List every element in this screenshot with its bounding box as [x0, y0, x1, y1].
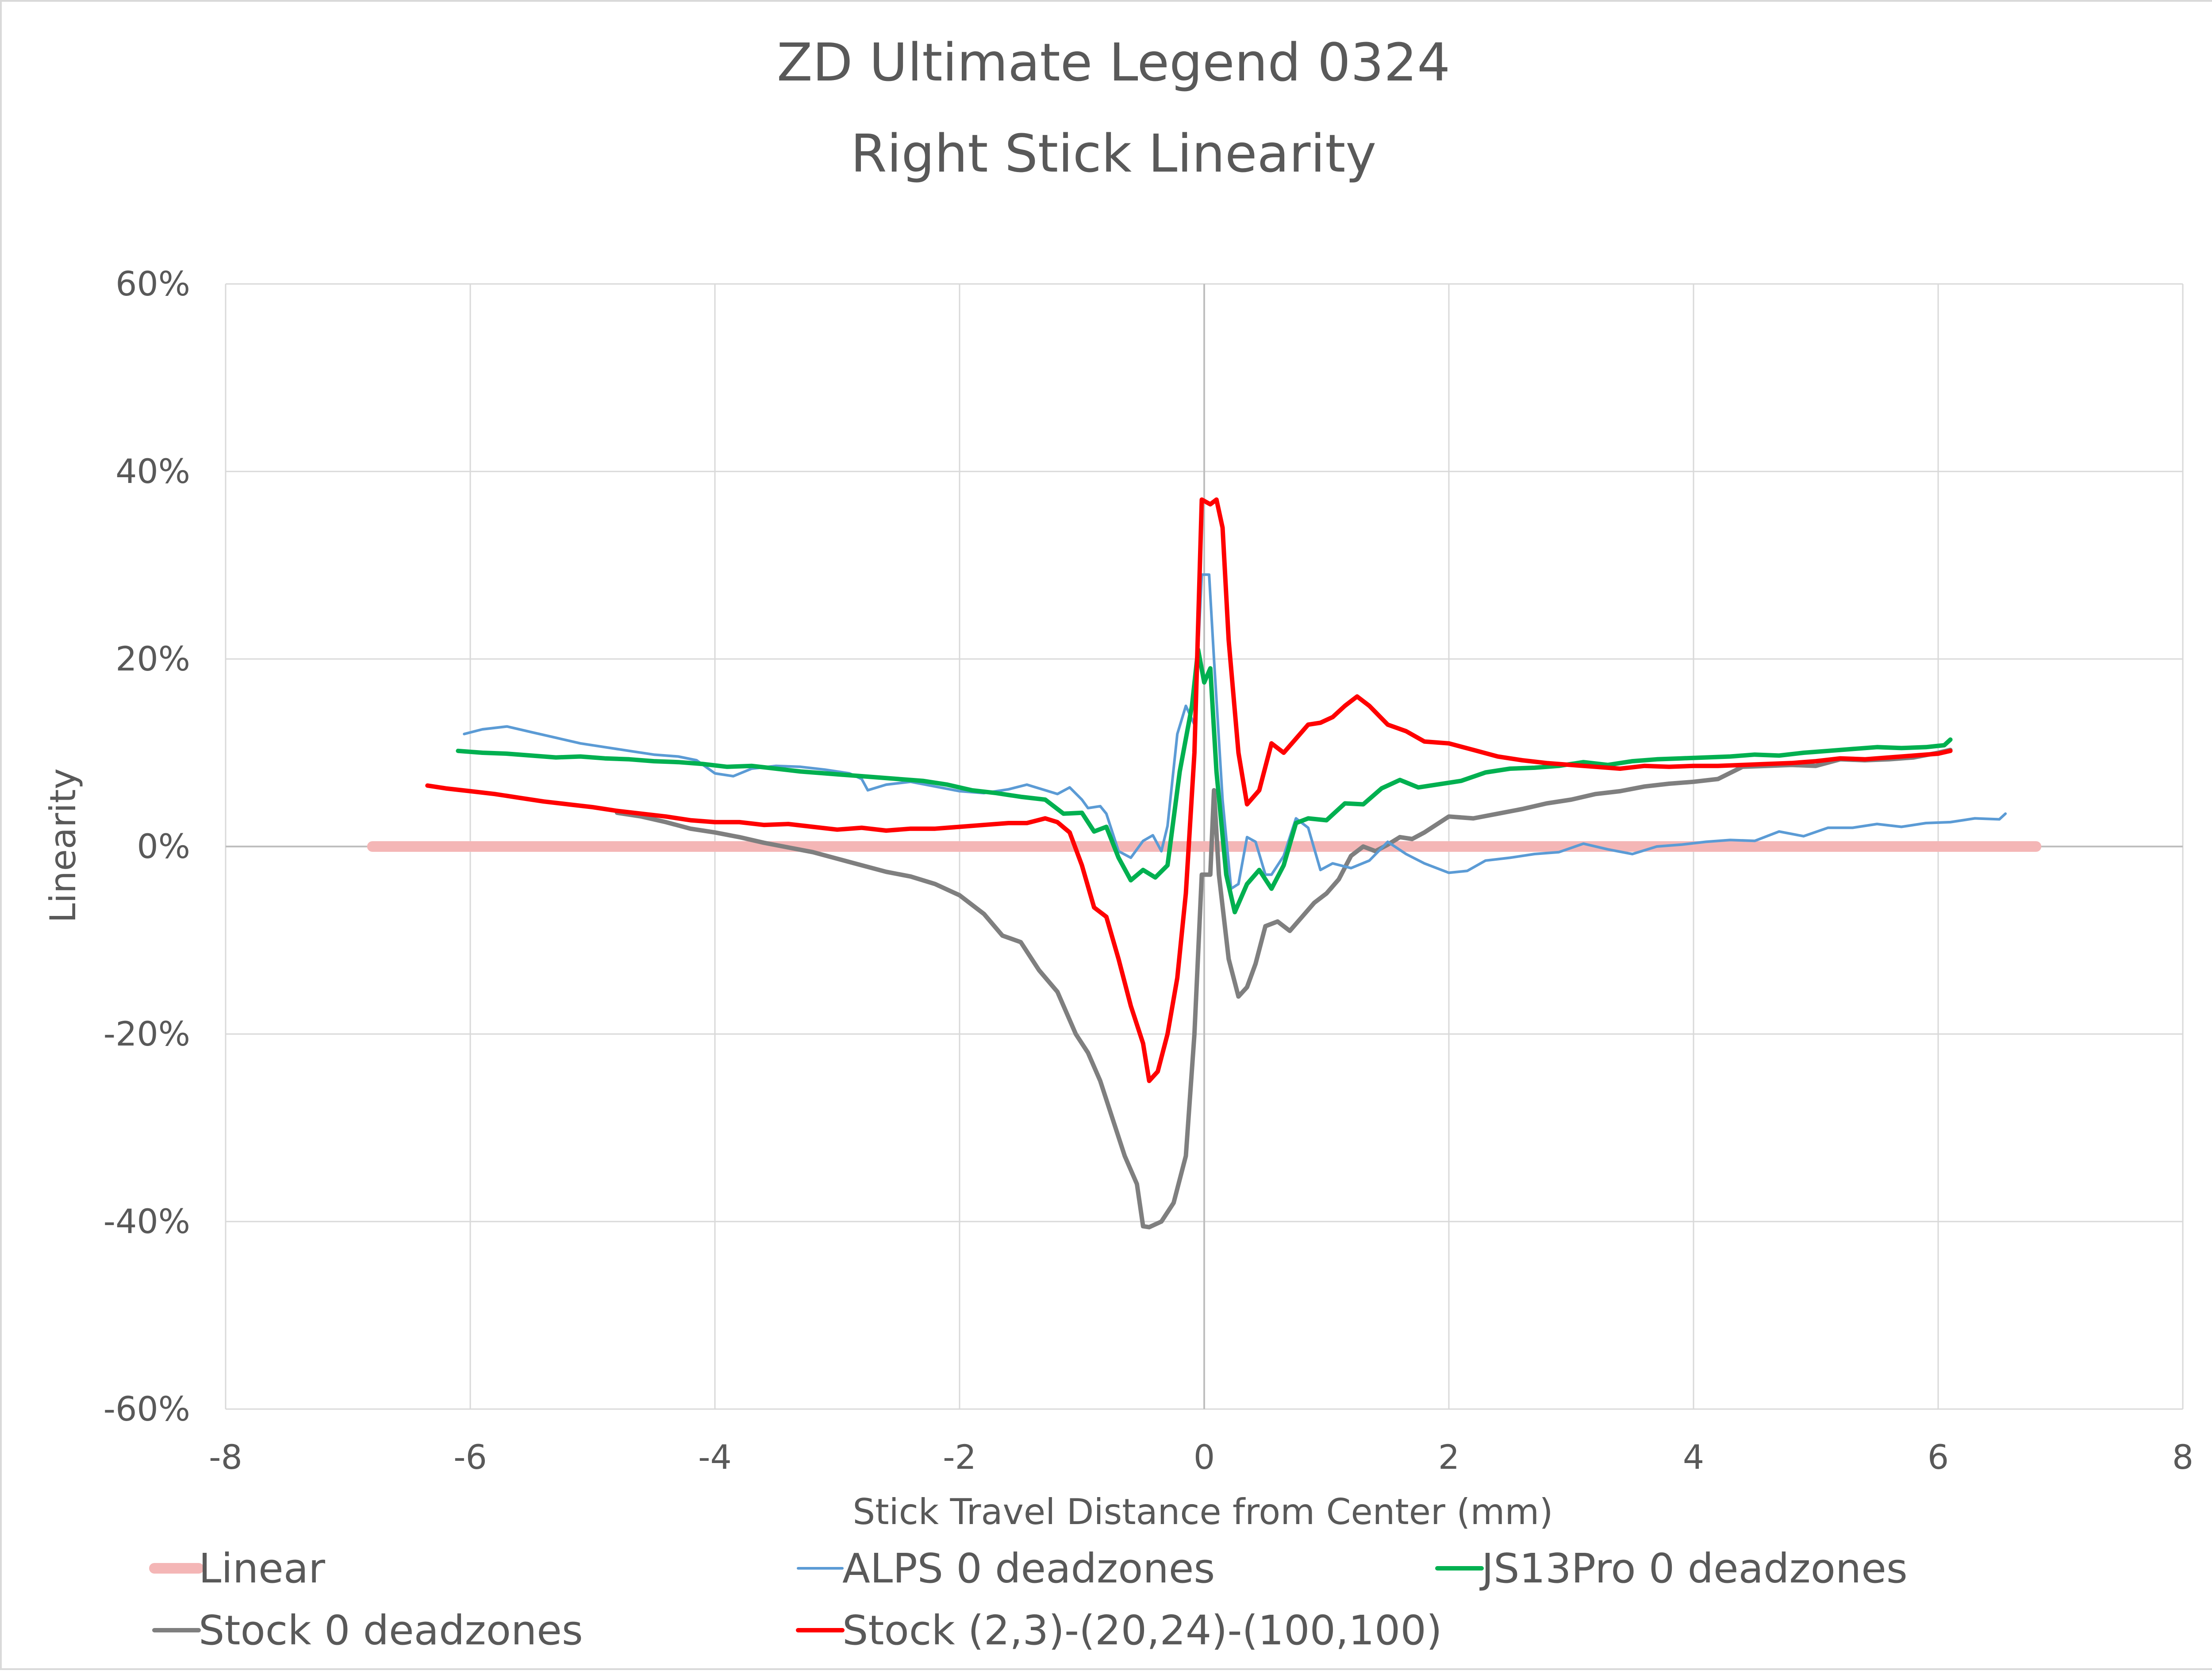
series-line-stock-0-deadzones: [614, 747, 1953, 1230]
x-tick-label: 8: [2172, 1437, 2193, 1477]
series-line-stock-2-3-20-24-100-100: [425, 497, 1953, 1083]
y-tick-label: 40%: [115, 452, 190, 491]
x-tick-label: 6: [1928, 1437, 1949, 1477]
y-tick-label: -60%: [104, 1389, 190, 1429]
x-tick-label: 4: [1683, 1437, 1704, 1477]
x-tick-label: -4: [698, 1437, 732, 1477]
x-tick-label: -6: [453, 1437, 487, 1477]
y-axis-title: Linearity: [42, 768, 84, 923]
y-tick-label: -40%: [104, 1202, 190, 1241]
legend-label-js13pro-0-deadzones: JS13Pro 0 deadzones: [1479, 1545, 1908, 1592]
legend: Linear ALPS 0 deadzones JS13Pro 0 deadzone…: [149, 1545, 1908, 1654]
x-tick-label: 2: [1438, 1437, 1459, 1477]
tick-labels: -8 -6 -4 -2 0 2 4 6 8 60% 40% 20% 0% -20% -40% -60%: [104, 264, 2194, 1477]
y-tick-label: 0%: [137, 827, 190, 866]
series-line-alps-0-deadzones: [463, 573, 2007, 890]
x-tick-label: 0: [1194, 1437, 1215, 1477]
y-tick-label: 60%: [115, 264, 190, 303]
series-line-js13pro-0-deadzones: [456, 647, 1953, 915]
legend-label-alps-0-deadzones: ALPS 0 deadzones: [842, 1545, 1215, 1592]
x-tick-label: -8: [209, 1437, 242, 1477]
x-tick-label: -2: [943, 1437, 976, 1477]
legend-label-stock-2-3-20-24-100-100: Stock (2,3)-(20,24)-(100,100): [842, 1607, 1442, 1654]
y-tick-label: 20%: [115, 639, 190, 678]
legend-label-stock-0-deadzones: Stock 0 deadzones: [199, 1607, 583, 1654]
x-axis-title: Stick Travel Distance from Center (mm): [853, 1491, 1553, 1532]
legend-label-linear: Linear: [199, 1545, 325, 1592]
chart-subtitle: Right Stick Linearity: [851, 123, 1377, 184]
y-tick-label: -20%: [104, 1014, 190, 1053]
series-group: [367, 497, 2042, 1230]
chart-title: ZD Ultimate Legend 0324: [777, 32, 1450, 93]
